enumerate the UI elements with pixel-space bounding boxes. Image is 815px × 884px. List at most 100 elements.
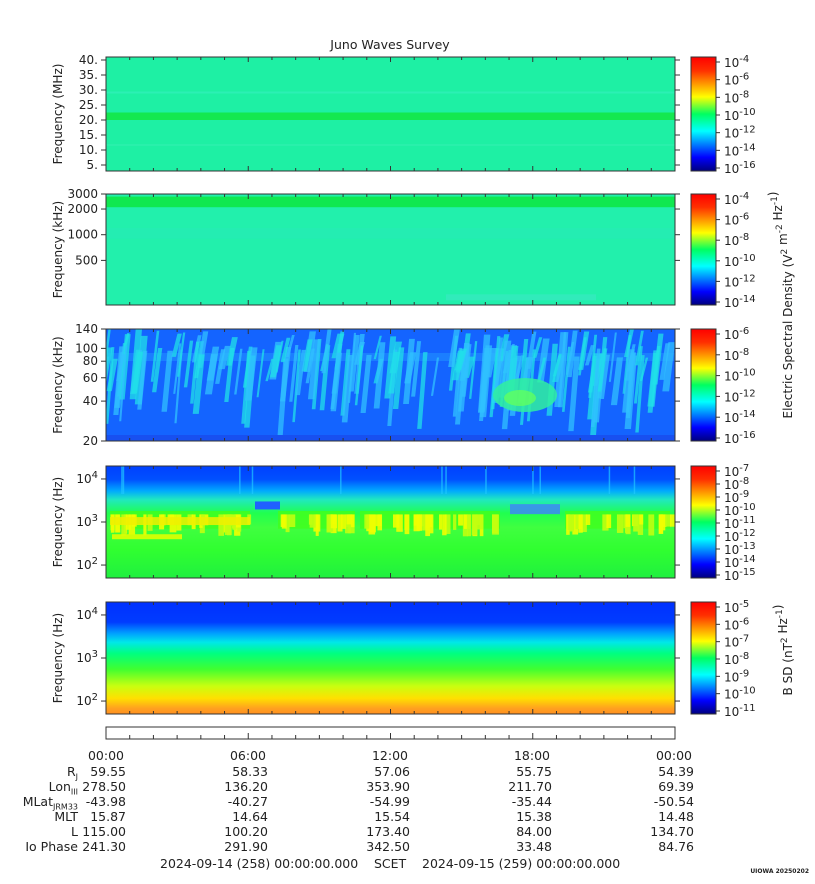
- ytick-label: 3000: [67, 187, 98, 201]
- ephemeris-value: 84.00: [516, 824, 552, 839]
- ephemeris-value: 115.00: [82, 824, 126, 839]
- colorbar-3: 10-6 10-8 10-10 10-12 10-14 10-16: [690, 326, 756, 446]
- time-tick-label: 00:00: [655, 748, 693, 763]
- ephemeris-value: 134.70: [650, 824, 694, 839]
- ytick-label: 25.: [79, 98, 98, 112]
- time-tick-label: 12:00: [371, 748, 409, 763]
- ephemeris-label: MLatJRM33: [22, 794, 78, 812]
- y-axis-label: Frequency (kHz): [51, 336, 65, 433]
- panel-1: 40.35.30.25.20.15.10.5. Frequency (MHz) 10…: [51, 53, 756, 176]
- ephemeris-value: 15.87: [90, 809, 126, 824]
- spectrogram-4: [106, 466, 675, 578]
- chart-title: Juno Waves Survey: [329, 37, 450, 52]
- ephemeris-value: -35.44: [511, 794, 552, 809]
- ephemeris-value: -50.54: [653, 794, 694, 809]
- ephemeris-value: -54.99: [369, 794, 410, 809]
- colorbar-tick-label: 10-7: [724, 634, 749, 650]
- ytick-label: 40: [83, 394, 98, 408]
- ytick-label: 104: [76, 606, 98, 622]
- colorbar-tick-label: 10-6: [724, 326, 749, 342]
- ephemeris-value: 211.70: [508, 779, 552, 794]
- ephemeris-value: 15.38: [516, 809, 552, 824]
- ytick-label: 5.: [87, 158, 98, 172]
- ephemeris-label: RJ: [66, 764, 78, 782]
- colorbar-tick-label: 10-10: [724, 368, 756, 384]
- ephemeris-value: 278.50: [82, 779, 126, 794]
- ephemeris-value: 14.48: [658, 809, 694, 824]
- ephemeris-label: LonIII: [48, 779, 78, 797]
- ephemeris-value: 15.54: [374, 809, 410, 824]
- ephemeris-value: 14.64: [232, 809, 268, 824]
- ephemeris-value: 136.20: [224, 779, 268, 794]
- time-tick-label: 06:00: [229, 748, 267, 763]
- ytick-label: 140: [75, 322, 98, 336]
- colorbar-tick-label: 10-14: [724, 294, 756, 310]
- ytick-label: 1000: [67, 228, 98, 242]
- time-tick-label: 18:00: [513, 748, 551, 763]
- ephemeris-value: 58.33: [232, 764, 268, 779]
- ephemeris-value: 342.50: [366, 839, 410, 854]
- ephemeris-value: 54.39: [658, 764, 694, 779]
- ephemeris-value: 84.76: [658, 839, 694, 854]
- ephemeris-value: 57.06: [374, 764, 410, 779]
- ytick-label: 104: [76, 470, 98, 486]
- colorbar-tick-label: 10-10: [724, 253, 756, 269]
- colorbar-tick-label: 10-12: [724, 273, 756, 289]
- colorbar-tick-label: 10-16: [724, 160, 756, 176]
- spectrogram-2: [106, 194, 675, 305]
- ytick-label: 15.: [79, 128, 98, 142]
- ytick-label: 30.: [79, 83, 98, 97]
- ytick-label: 100: [75, 341, 98, 355]
- ephemeris-value: -43.98: [85, 794, 126, 809]
- y-axis-label: Frequency (Hz): [51, 613, 65, 704]
- ytick-label: 10.: [79, 143, 98, 157]
- colorbar-tick-label: 10-8: [724, 232, 749, 248]
- colorbar-tick-label: 10-9: [724, 668, 749, 684]
- ytick-label: 20: [83, 434, 98, 448]
- colorbar-tick-label: 10-6: [724, 616, 749, 632]
- ephemeris-value: 291.90: [224, 839, 268, 854]
- ytick-label: 35.: [79, 68, 98, 82]
- colorbar-tick-label: 10-4: [724, 54, 749, 70]
- ephemeris-value: 55.75: [516, 764, 552, 779]
- colorbar-tick-label: 10-12: [724, 388, 756, 404]
- processing-stamp: UIOWA 20250202: [750, 868, 809, 875]
- spectrogram-5: [106, 602, 675, 714]
- footer-start-time: 2024-09-14 (258) 00:00:00.000: [160, 856, 359, 871]
- spectrogram-3: [106, 329, 675, 441]
- ephemeris-label: MLT: [54, 809, 78, 824]
- ytick-label: 500: [75, 253, 98, 267]
- colorbar-tick-label: 10-6: [724, 72, 749, 88]
- colorbar-tick-label: 10-14: [724, 142, 756, 158]
- ephemeris-value: 241.30: [82, 839, 126, 854]
- colorbar-2: 10-4 10-6 10-8 10-10 10-12 10-14: [690, 191, 756, 310]
- y-axis-label: Frequency (kHz): [51, 201, 65, 298]
- time-tick-label: 00:00: [87, 748, 125, 763]
- colorbar-tick-label: 10-14: [724, 409, 756, 425]
- colorbar-4: 10-710-810-910-1010-1110-1210-1310-1410-…: [690, 463, 756, 583]
- footer-scet-label: SCET: [374, 856, 407, 871]
- colorbar-tick-label: 10-5: [724, 599, 749, 615]
- colorbar-tick-label: 10-6: [724, 212, 749, 228]
- colorbar-tick-label: 10-12: [724, 125, 756, 141]
- colorbar-tick-label: 10-8: [724, 89, 749, 105]
- panel-4: 104 103 102 Frequency (Hz) 10-710-810-910-10…: [51, 463, 756, 583]
- ytick-label: 60: [83, 371, 98, 385]
- ytick-label: 102: [76, 556, 98, 572]
- ephemeris-label: L: [71, 824, 78, 839]
- ephemeris-table: 00:00 06:00 12:00 18:00 00:00 RJ 59.55 58.33 57.…: [0, 748, 815, 858]
- ephemeris-value: 59.55: [90, 764, 126, 779]
- spectrogram-1: [106, 57, 675, 171]
- ytick-label: 2000: [67, 202, 98, 216]
- ephemeris-value: 353.90: [366, 779, 410, 794]
- colorbar-tick-label: 10-4: [724, 191, 749, 207]
- colorbar-tick-label: 10-8: [724, 347, 749, 363]
- ytick-label: 102: [76, 692, 98, 708]
- y-axis-label: Frequency (MHz): [51, 64, 65, 165]
- ytick-label: 103: [76, 649, 98, 665]
- colorbar-title-magnetic: B SD (nT2 Hz-1): [771, 605, 795, 696]
